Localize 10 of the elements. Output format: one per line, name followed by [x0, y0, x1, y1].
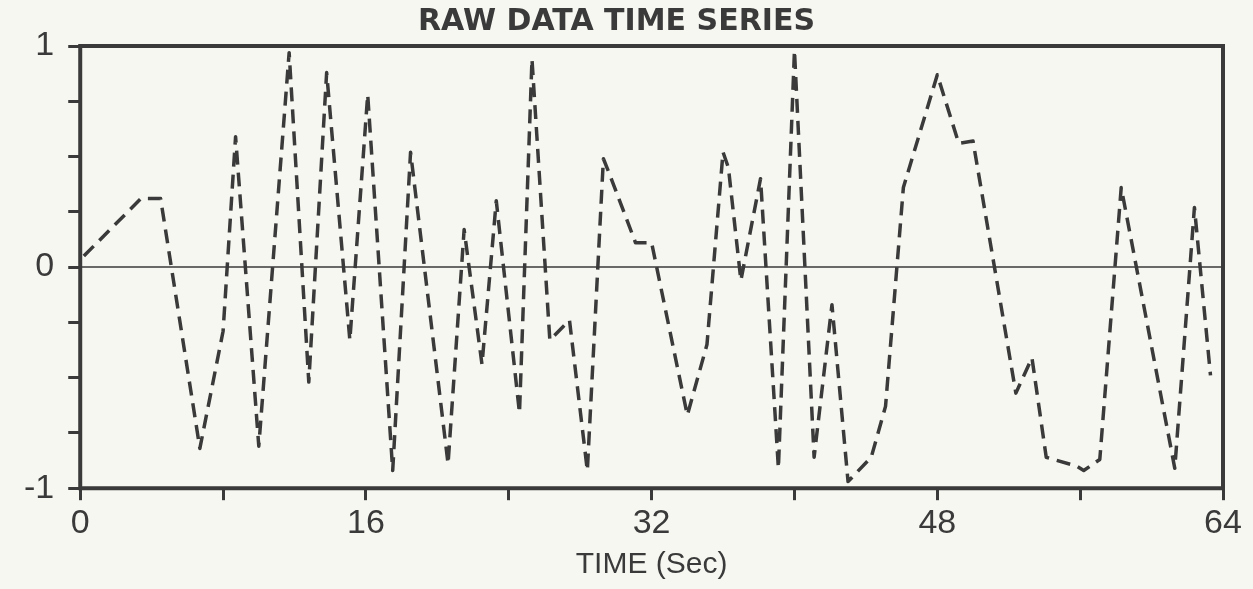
x-axis-title: TIME (Sec) — [575, 546, 728, 580]
x-tick-label: 64 — [1204, 501, 1242, 540]
x-tick-label: 16 — [347, 501, 385, 540]
x-tick-label: 48 — [918, 501, 957, 540]
x-tick-label: 32 — [632, 501, 671, 540]
chart-title: RAW DATA TIME SERIES — [418, 1, 815, 37]
y-tick-label: 1 — [35, 24, 55, 63]
y-tick-label: -1 — [24, 466, 55, 505]
y-tick-label: 0 — [35, 245, 55, 284]
x-tick-label: 0 — [70, 501, 90, 540]
